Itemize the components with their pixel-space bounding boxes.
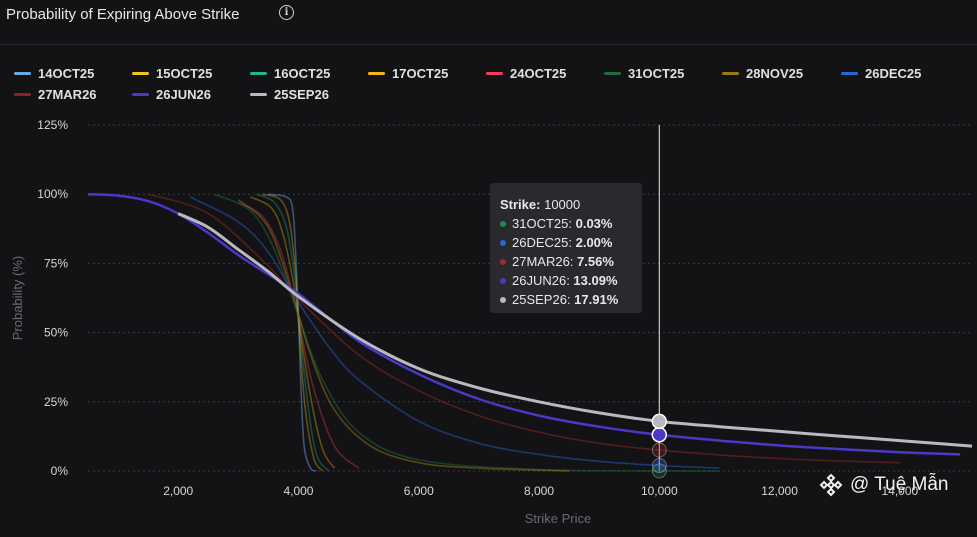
legend-swatch bbox=[14, 93, 31, 96]
legend-label: 26JUN26 bbox=[156, 87, 211, 102]
legend-swatch bbox=[722, 72, 739, 75]
legend-label: 28NOV25 bbox=[746, 66, 804, 81]
y-tick-label: 75% bbox=[44, 256, 68, 270]
legend-swatch bbox=[132, 93, 149, 96]
legend-item-31oct25[interactable]: 31OCT25 bbox=[604, 66, 684, 81]
tooltip-dot bbox=[500, 239, 506, 246]
tooltip-series-value: 2.00% bbox=[571, 235, 613, 250]
tooltip-strike-label: Strike: bbox=[500, 197, 541, 212]
chart-title: Probability of Expiring Above Strike bbox=[6, 6, 240, 23]
tooltip-series-label: 25SEP26: bbox=[512, 292, 571, 307]
tooltip-series-label: 31OCT25: bbox=[512, 216, 572, 231]
legend-item-14oct25[interactable]: 14OCT25 bbox=[14, 66, 94, 81]
legend-swatch bbox=[250, 72, 267, 75]
tooltip-dot bbox=[500, 220, 506, 227]
tooltip-dot bbox=[500, 277, 506, 284]
legend-item-25sep26[interactable]: 25SEP26 bbox=[250, 87, 329, 102]
y-tick-label: 0% bbox=[51, 464, 69, 478]
hover-marker-26jun26 bbox=[651, 427, 668, 443]
tooltip-row: 26JUN26: 13.09% bbox=[500, 271, 642, 290]
tooltip-series-label: 26JUN26: bbox=[512, 273, 570, 288]
tooltip-series-label: 26DEC25: bbox=[512, 235, 572, 250]
x-tick-label: 14,000 bbox=[881, 484, 918, 498]
tooltip-strike-row: Strike: 10000 bbox=[500, 195, 642, 214]
series-line-16oct25 bbox=[256, 193, 330, 472]
y-tick-label: 100% bbox=[37, 187, 68, 201]
legend-label: 31OCT25 bbox=[628, 66, 685, 81]
x-tick-label: 8,000 bbox=[524, 484, 554, 498]
legend-swatch bbox=[14, 72, 31, 75]
tooltip-row: 31OCT25: 0.03% bbox=[500, 214, 642, 233]
y-tick-label: 50% bbox=[44, 326, 68, 340]
tooltip-series-value: 0.03% bbox=[571, 216, 613, 231]
legend-item-16oct25[interactable]: 16OCT25 bbox=[250, 66, 330, 81]
legend-item-27mar26[interactable]: 27MAR26 bbox=[14, 87, 97, 102]
x-tick-label: 2,000 bbox=[163, 484, 193, 498]
x-tick-label: 12,000 bbox=[761, 484, 798, 498]
tooltip-series-value: 7.56% bbox=[573, 254, 614, 269]
diamond-logo-icon bbox=[819, 473, 843, 497]
legend-label: 24OCT25 bbox=[510, 66, 567, 81]
hover-marker-26dec25 bbox=[651, 458, 667, 473]
x-axis-label: Strike Price bbox=[525, 511, 591, 526]
info-circle-icon[interactable]: i bbox=[279, 5, 294, 20]
hover-marker-27mar26 bbox=[651, 442, 667, 458]
hover-marker-31oct25 bbox=[651, 463, 667, 479]
legend-label: 25SEP26 bbox=[274, 87, 329, 102]
tooltip-strike-value: 10000 bbox=[544, 197, 581, 212]
chart-header: Probability of Expiring Above Strike i bbox=[0, 0, 977, 32]
tooltip-row: 27MAR26: 7.56% bbox=[500, 252, 642, 271]
series-line-25sep26 bbox=[177, 212, 973, 448]
series-line-27mar26 bbox=[147, 193, 900, 464]
legend-item-15oct25[interactable]: 15OCT25 bbox=[132, 66, 212, 81]
tooltip-series-value: 17.91% bbox=[570, 292, 619, 307]
y-tick-label: 25% bbox=[44, 395, 68, 409]
series-line-26dec25 bbox=[189, 196, 720, 469]
y-tick-label: 125% bbox=[37, 118, 68, 132]
tooltip-row: 25SEP26: 17.91% bbox=[500, 290, 642, 309]
legend-swatch bbox=[132, 72, 149, 75]
series-line-14oct25 bbox=[268, 193, 317, 472]
legend-swatch bbox=[841, 72, 858, 75]
legend-label: 26DEC25 bbox=[865, 66, 922, 81]
legend-item-28nov25[interactable]: 28NOV25 bbox=[722, 66, 803, 81]
x-tick-label: 4,000 bbox=[283, 484, 313, 498]
y-axis-label: Probability (%) bbox=[10, 256, 25, 341]
legend-swatch bbox=[486, 72, 503, 75]
tooltip-row: 26DEC25: 2.00% bbox=[500, 233, 642, 252]
legend-item-26dec25[interactable]: 26DEC25 bbox=[841, 66, 921, 81]
tooltip-series-label: 27MAR26: bbox=[512, 254, 574, 269]
chart-tooltip: Strike: 10000 31OCT25: 0.03% 26DEC25: 2.0… bbox=[490, 183, 642, 313]
tooltip-dot bbox=[500, 296, 506, 303]
x-tick-label: 10,000 bbox=[641, 484, 678, 498]
legend-label: 27MAR26 bbox=[38, 87, 97, 102]
legend-swatch bbox=[368, 72, 385, 75]
series-line-31oct25 bbox=[213, 193, 720, 472]
hover-marker-25sep26 bbox=[651, 413, 668, 430]
legend-swatch bbox=[250, 93, 267, 96]
legend-label: 14OCT25 bbox=[38, 66, 95, 81]
tooltip-series-value: 13.09% bbox=[569, 273, 618, 288]
series-line-28nov25 bbox=[237, 199, 570, 472]
header-divider bbox=[0, 44, 977, 45]
legend-item-26jun26[interactable]: 26JUN26 bbox=[132, 87, 211, 102]
legend-label: 16OCT25 bbox=[274, 66, 331, 81]
legend-item-17oct25[interactable]: 17OCT25 bbox=[368, 66, 448, 81]
legend-label: 15OCT25 bbox=[156, 66, 213, 81]
x-tick-label: 6,000 bbox=[404, 484, 434, 498]
tooltip-dot bbox=[500, 258, 506, 265]
legend-item-24oct25[interactable]: 24OCT25 bbox=[486, 66, 566, 81]
legend-label: 17OCT25 bbox=[392, 66, 449, 81]
legend-swatch bbox=[604, 72, 621, 75]
watermark-text: @ Tuệ Mẫn bbox=[850, 474, 949, 495]
watermark: @ Tuệ Mẫn bbox=[818, 472, 949, 498]
